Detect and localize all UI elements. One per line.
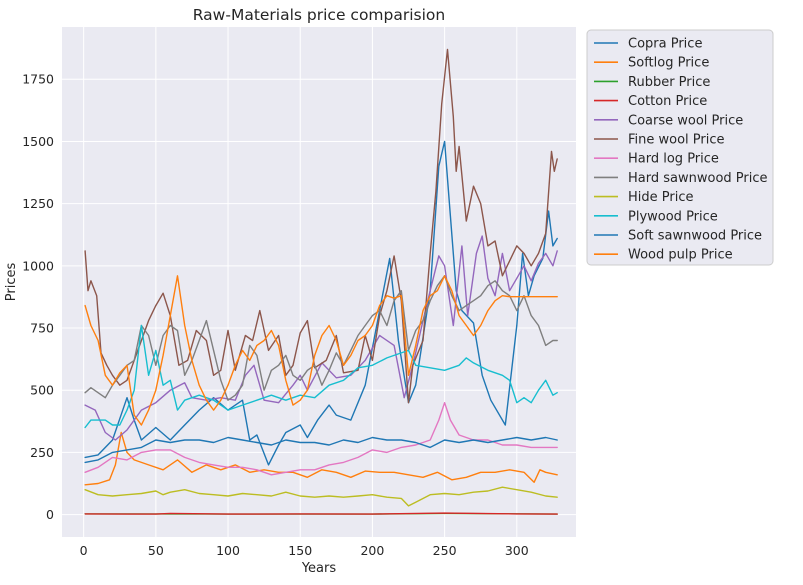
y-axis-label: Prices	[4, 263, 19, 302]
series-lines	[84, 48, 558, 515]
x-tick-label: 300	[505, 543, 529, 558]
x-axis-label: Years	[301, 561, 337, 576]
x-tick-label: 0	[80, 543, 88, 558]
series-line-2	[84, 431, 558, 486]
legend-label: Plywood Price	[628, 209, 718, 224]
y-tick-label: 500	[30, 383, 54, 398]
series-line-1	[84, 140, 558, 466]
legend-label: Softlog Price	[628, 56, 709, 71]
legend-label: Coarse wool Price	[628, 113, 743, 128]
y-tick-label: 0	[46, 507, 54, 522]
series-line-10	[84, 324, 558, 429]
x-tick-label: 50	[148, 543, 164, 558]
series-line-12	[84, 275, 558, 426]
series-line-5	[84, 235, 558, 441]
y-tick-label: 250	[30, 445, 54, 460]
x-tick-label: 250	[433, 543, 457, 558]
series-line-9	[84, 486, 558, 507]
chart-title: Raw-Materials price comparision	[193, 6, 445, 24]
legend-label: Hard sawnwood Price	[628, 171, 768, 186]
legend-label: Copra Price	[628, 37, 702, 52]
grid-lines	[62, 27, 576, 537]
legend-label: Rubber Price	[628, 75, 710, 90]
legend-label: Soft sawnwood Price	[628, 229, 762, 244]
legend-label: Wood pulp Price	[628, 248, 733, 263]
legend-label: Hard log Price	[628, 152, 719, 167]
x-tick-label: 150	[288, 543, 312, 558]
plot-area	[62, 27, 576, 537]
x-tick-label: 100	[216, 543, 240, 558]
legend-label: Hide Price	[628, 190, 693, 205]
x-tick-labels: 0 50 100 150 200 250 300	[80, 543, 529, 558]
legend-label: Fine wool Price	[628, 133, 725, 148]
series-line-6	[84, 48, 558, 404]
y-tick-label: 750	[30, 321, 54, 336]
y-tick-label: 1000	[22, 258, 54, 273]
series-line-8	[84, 275, 558, 401]
y-tick-label: 1250	[22, 196, 54, 211]
series-line-4	[84, 512, 558, 515]
series-line-11	[84, 436, 558, 464]
legend-frame	[586, 29, 774, 266]
x-tick-label: 200	[360, 543, 384, 558]
legend-label: Cotton Price	[628, 94, 707, 109]
legend: Copra Price Softlog Price Rubber Price Cott…	[586, 29, 774, 266]
y-tick-label: 1500	[22, 134, 54, 149]
y-tick-labels: 0 250 500 750 1000 1250 1500 1750	[22, 72, 54, 522]
y-tick-label: 1750	[22, 72, 54, 87]
